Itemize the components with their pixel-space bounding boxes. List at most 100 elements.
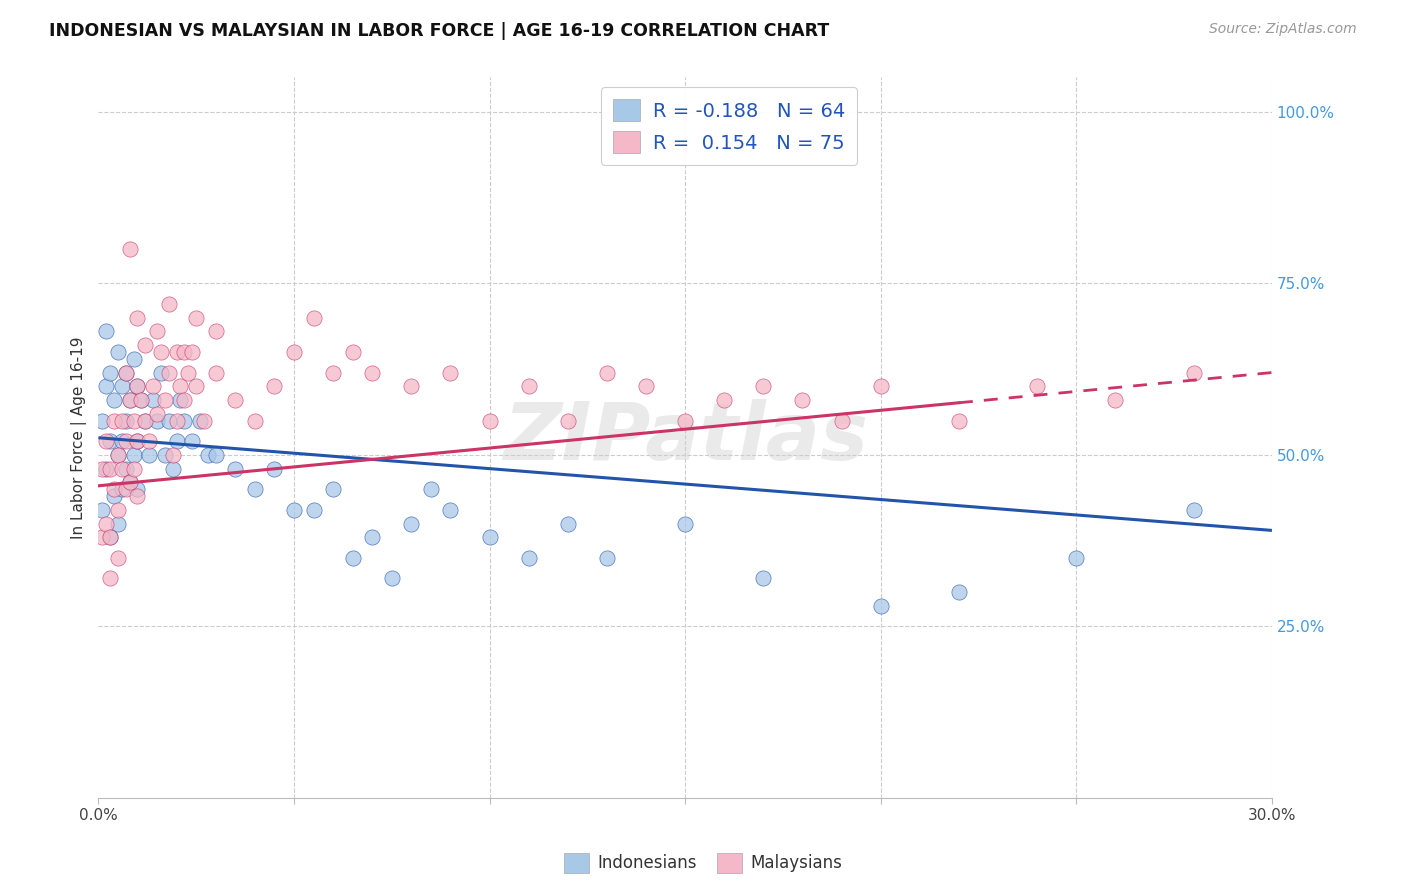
Point [127,434,149,449]
Point [197,448,219,462]
Point [166,345,188,359]
Point [181,434,204,449]
Point [361,366,384,380]
Point [831,414,853,428]
Point [361,530,384,544]
Point [111,379,134,393]
Point [948,585,970,599]
Point [149,345,172,359]
Text: ZIPatlas: ZIPatlas [502,399,868,476]
Point [127,379,149,393]
Y-axis label: In Labor Force | Age 16-19: In Labor Force | Age 16-19 [72,336,87,539]
Point [122,351,145,366]
Point [96,324,118,338]
Point [173,414,195,428]
Point [302,503,325,517]
Point [204,448,226,462]
Point [122,461,145,475]
Point [401,379,423,393]
Point [114,434,136,449]
Point [342,550,364,565]
Point [322,366,344,380]
Point [146,407,169,421]
Point [1066,550,1088,565]
Point [342,345,364,359]
Point [96,379,118,393]
Point [146,324,169,338]
Point [792,392,814,407]
Point [127,489,149,503]
Point [673,516,696,531]
Point [162,461,184,475]
Point [107,448,129,462]
Point [114,414,136,428]
Point [302,310,325,325]
Point [127,379,149,393]
Point [118,475,141,490]
Point [948,414,970,428]
Point [134,338,156,352]
Point [122,448,145,462]
Point [118,242,141,256]
Point [401,516,423,531]
Point [91,503,114,517]
Point [96,434,118,449]
Point [181,345,204,359]
Text: Source: ZipAtlas.com: Source: ZipAtlas.com [1209,22,1357,37]
Point [177,366,200,380]
Point [98,530,121,544]
Point [134,414,156,428]
Point [118,475,141,490]
Point [98,461,121,475]
Point [752,571,775,585]
Point [114,366,136,380]
Point [166,434,188,449]
Point [98,434,121,449]
Text: INDONESIAN VS MALAYSIAN IN LABOR FORCE | AGE 16-19 CORRELATION CHART: INDONESIAN VS MALAYSIAN IN LABOR FORCE |… [49,22,830,40]
Point [111,414,134,428]
Point [322,482,344,496]
Point [127,482,149,496]
Point [283,345,305,359]
Point [634,379,657,393]
Point [98,571,121,585]
Point [263,461,285,475]
Point [146,414,169,428]
Point [138,434,160,449]
Point [98,366,121,380]
Point [91,530,114,544]
Point [142,392,165,407]
Point [98,530,121,544]
Point [713,392,735,407]
Point [381,571,404,585]
Point [103,392,125,407]
Point [166,414,188,428]
Point [1182,366,1205,380]
Point [439,366,461,380]
Point [1104,392,1126,407]
Point [186,379,208,393]
Point [204,366,226,380]
Point [114,366,136,380]
Point [162,448,184,462]
Point [103,414,125,428]
Point [224,392,246,407]
Point [107,516,129,531]
Point [107,448,129,462]
Point [91,461,114,475]
Point [1026,379,1049,393]
Point [439,503,461,517]
Point [263,379,285,393]
Point [243,414,266,428]
Point [127,434,149,449]
Point [478,530,501,544]
Point [118,392,141,407]
Point [517,379,540,393]
Point [111,482,134,496]
Point [169,392,191,407]
Point [107,550,129,565]
Point [122,414,145,428]
Point [243,482,266,496]
Point [1182,503,1205,517]
Point [419,482,441,496]
